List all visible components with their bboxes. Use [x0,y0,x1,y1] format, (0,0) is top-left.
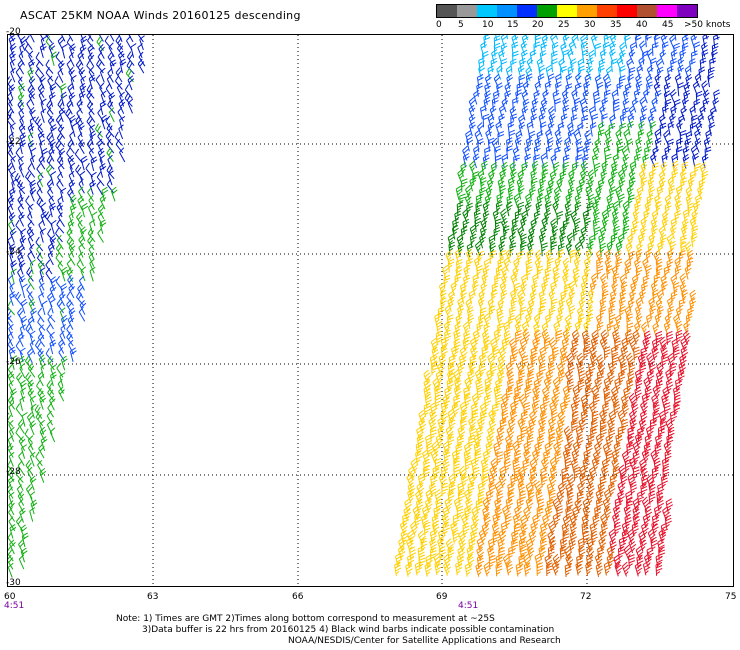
lon-label-66: 66 [292,592,304,602]
lat-label-20: -20 [6,27,21,37]
note-line-1: Note: 1) Times are GMT 2)Times along bot… [116,614,495,624]
pass-time-label-left: 4:51 [4,601,25,611]
scale-swatch-12 [677,5,697,17]
scale-swatch-8 [597,5,617,17]
scale-label-30: 30 [584,20,596,30]
scale-label-45: 45 [662,20,674,30]
lon-label-75: 75 [725,592,737,602]
lon-label-60: 60 [4,592,16,602]
scale-swatch-2 [477,5,497,17]
scale-label-20: 20 [532,20,544,30]
scale-swatch-5 [537,5,557,17]
scale-label-50: >50 knots [684,20,731,30]
footnotes: Note: 1) Times are GMT 2)Times along bot… [116,614,561,647]
color-scale-bar [436,4,698,18]
lon-label-69: 69 [436,592,448,602]
note-line-3: NOAA/NESDIS/Center for Satellite Applica… [288,636,561,646]
wind-map-canvas [8,35,733,586]
lon-label-72: 72 [580,592,592,602]
lat-label-22: -22 [6,137,21,147]
scale-label-15: 15 [507,20,519,30]
pass-time-label-right: 4:51 [458,601,479,611]
lat-label-28: -28 [6,467,21,477]
scale-label-35: 35 [610,20,622,30]
wind-map-panel [7,34,734,587]
scale-label-10: 10 [482,20,494,30]
scale-swatch-11 [657,5,677,17]
scale-swatch-7 [577,5,597,17]
lat-label-30: -30 [6,578,21,588]
scale-swatch-1 [457,5,477,17]
scale-label-5: 5 [458,20,464,30]
map-title: ASCAT 25KM NOAA Winds 20160125 descendin… [20,9,301,22]
scale-swatch-10 [637,5,657,17]
scale-label-40: 40 [636,20,648,30]
scale-swatch-9 [617,5,637,17]
lon-label-63: 63 [147,592,159,602]
scale-label-25: 25 [558,20,570,30]
wind-barbs [8,35,721,578]
scale-label-0: 0 [436,20,442,30]
scale-swatch-6 [557,5,577,17]
scale-swatch-0 [437,5,457,17]
note-line-2: 3)Data buffer is 22 hrs from 20160125 4)… [142,625,555,635]
wind-speed-color-scale: 0 5 10 15 20 25 30 35 40 45 >50 knots [436,4,734,32]
lat-label-24: -24 [6,247,21,257]
lat-label-26: -26 [6,357,21,367]
scale-swatch-3 [497,5,517,17]
scale-swatch-4 [517,5,537,17]
